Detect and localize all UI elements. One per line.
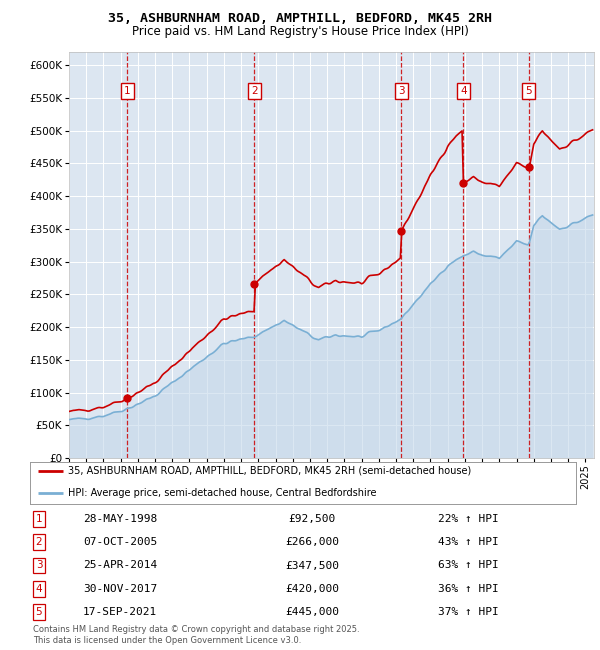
Text: 17-SEP-2021: 17-SEP-2021 [83, 607, 157, 618]
Text: 1: 1 [35, 514, 43, 524]
Text: Contains HM Land Registry data © Crown copyright and database right 2025.
This d: Contains HM Land Registry data © Crown c… [33, 625, 359, 645]
Text: 4: 4 [35, 584, 43, 594]
Text: £445,000: £445,000 [285, 607, 339, 618]
Text: 2: 2 [35, 537, 43, 547]
Text: £420,000: £420,000 [285, 584, 339, 594]
Text: 25-APR-2014: 25-APR-2014 [83, 560, 157, 571]
Text: 1: 1 [124, 86, 130, 96]
Text: 4: 4 [460, 86, 467, 96]
Text: 3: 3 [35, 560, 43, 571]
Text: 35, ASHBURNHAM ROAD, AMPTHILL, BEDFORD, MK45 2RH: 35, ASHBURNHAM ROAD, AMPTHILL, BEDFORD, … [108, 12, 492, 25]
Text: 2: 2 [251, 86, 257, 96]
Text: £266,000: £266,000 [285, 537, 339, 547]
Text: 63% ↑ HPI: 63% ↑ HPI [438, 560, 499, 571]
Text: 22% ↑ HPI: 22% ↑ HPI [438, 514, 499, 524]
Text: 07-OCT-2005: 07-OCT-2005 [83, 537, 157, 547]
Text: 37% ↑ HPI: 37% ↑ HPI [438, 607, 499, 618]
Text: Price paid vs. HM Land Registry's House Price Index (HPI): Price paid vs. HM Land Registry's House … [131, 25, 469, 38]
Text: £92,500: £92,500 [289, 514, 335, 524]
Text: £347,500: £347,500 [285, 560, 339, 571]
Text: 36% ↑ HPI: 36% ↑ HPI [438, 584, 499, 594]
Text: 35, ASHBURNHAM ROAD, AMPTHILL, BEDFORD, MK45 2RH (semi-detached house): 35, ASHBURNHAM ROAD, AMPTHILL, BEDFORD, … [68, 466, 472, 476]
Text: 5: 5 [35, 607, 43, 618]
Text: 43% ↑ HPI: 43% ↑ HPI [438, 537, 499, 547]
Text: 5: 5 [526, 86, 532, 96]
Text: HPI: Average price, semi-detached house, Central Bedfordshire: HPI: Average price, semi-detached house,… [68, 488, 377, 498]
Text: 28-MAY-1998: 28-MAY-1998 [83, 514, 157, 524]
Text: 3: 3 [398, 86, 404, 96]
Text: 30-NOV-2017: 30-NOV-2017 [83, 584, 157, 594]
